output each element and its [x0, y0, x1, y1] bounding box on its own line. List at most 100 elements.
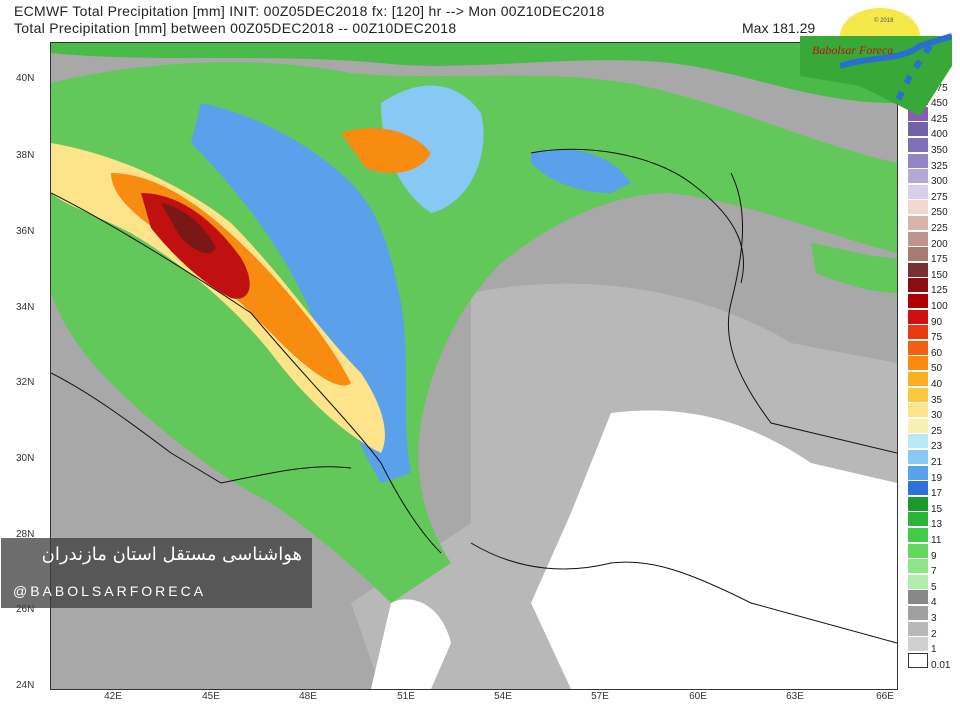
colorbar-swatch [908, 465, 928, 481]
colorbar-swatch [908, 481, 928, 497]
lon-label: 51E [397, 691, 415, 702]
colorbar-swatch [908, 247, 928, 263]
colorbar-label: 275 [931, 191, 948, 203]
colorbar-swatch [908, 574, 928, 590]
colorbar-swatch [908, 122, 928, 138]
lat-label: 24N [16, 680, 35, 691]
max-value-label: Max 181.29 [742, 20, 816, 36]
babolsar-forecast-logo: Babolsar Foreca © 2018 [800, 6, 953, 118]
colorbar-swatch [908, 262, 928, 278]
colorbar-swatch [908, 606, 928, 621]
colorbar-label: 9 [931, 550, 937, 562]
colorbar-swatch [908, 621, 928, 637]
colorbar-swatch [908, 294, 928, 309]
colorbar-label: 13 [931, 519, 943, 531]
colorbar-swatch [908, 169, 928, 185]
colorbar-label: 100 [931, 301, 948, 312]
colorbar-label: 90 [931, 316, 943, 328]
lat-label: 30N [16, 453, 35, 464]
lon-label: 60E [689, 691, 707, 702]
colorbar-label: 60 [931, 347, 943, 359]
colorbar-swatch [908, 200, 928, 216]
colorbar-swatch [908, 184, 928, 200]
colorbar-swatch [908, 528, 928, 543]
colorbar-label: 23 [931, 441, 943, 453]
lon-label: 66E [876, 691, 894, 702]
colorbar-swatch [908, 231, 928, 247]
colorbar-swatch [908, 652, 928, 668]
lon-label: 54E [494, 691, 512, 702]
colorbar-label: 150 [931, 269, 948, 281]
colorbar-swatch [908, 325, 928, 341]
lat-label: 28N [16, 529, 35, 540]
colorbar-label: 17 [931, 488, 943, 500]
colorbar-label: 4 [931, 597, 937, 609]
colorbar-label: 300 [931, 176, 948, 188]
colorbar-swatch [908, 450, 928, 465]
lon-label: 57E [591, 691, 609, 702]
colorbar-swatch [908, 543, 928, 559]
colorbar-swatch [908, 278, 928, 294]
colorbar-label: 3 [931, 613, 937, 624]
watermark-banner: هواشناسی مستقل استان مازندران @BABOLSARF… [1, 538, 312, 608]
colorbar-label: 5 [931, 581, 937, 593]
colorbar-label: 25 [931, 425, 943, 437]
colorbar-swatch [908, 216, 928, 231]
colorbar-label: 400 [931, 129, 948, 141]
watermark-handle: @BABOLSARFORECA [13, 583, 207, 599]
colorbar-swatch [908, 153, 928, 169]
colorbar-swatch [908, 387, 928, 403]
logo-copyright: © 2018 [874, 17, 894, 24]
lon-label: 45E [202, 691, 220, 702]
colorbar-swatch [908, 590, 928, 606]
colorbar-label: 2 [931, 628, 937, 640]
colorbar-label: 21 [931, 457, 943, 468]
colorbar-swatch [908, 372, 928, 387]
colorbar-label: 50 [931, 363, 943, 375]
colorbar-label: 475 [931, 82, 948, 94]
colorbar-label: 30 [931, 410, 943, 422]
lat-label: 38N [16, 150, 35, 161]
colorbar-label: 325 [931, 160, 948, 172]
colorbar-swatch [908, 434, 928, 450]
colorbar-label: 200 [931, 238, 948, 250]
colorbar-swatch [908, 637, 928, 653]
lat-label: 34N [16, 302, 35, 313]
map-subtitle: Total Precipitation [mm] between 00Z05DE… [14, 20, 457, 36]
lat-label: 32N [16, 377, 35, 388]
colorbar-label: 350 [931, 145, 948, 156]
colorbar-swatch [908, 340, 928, 356]
lon-label: 48E [299, 691, 317, 702]
colorbar-label: 175 [931, 254, 948, 266]
colorbar-label: 225 [931, 223, 948, 234]
lat-label: 40N [16, 73, 35, 84]
colorbar-label: 425 [931, 113, 948, 125]
colorbar-swatch [908, 138, 928, 153]
colorbar-label: 7 [931, 566, 937, 578]
logo-text: Babolsar Foreca [812, 43, 893, 57]
colorbar-label: 75 [931, 332, 943, 344]
lon-label: 63E [786, 691, 804, 702]
colorbar-swatch [908, 403, 928, 419]
colorbar-label: 1 [931, 644, 937, 656]
colorbar-label: 450 [931, 98, 948, 110]
lon-label: 42E [104, 691, 122, 702]
colorbar-label: 15 [931, 503, 943, 515]
colorbar-swatch [908, 496, 928, 512]
lat-label: 36N [16, 226, 35, 237]
colorbar-label: 35 [931, 394, 943, 406]
colorbar-swatch [908, 356, 928, 372]
colorbar-label: 125 [931, 285, 948, 297]
colorbar-label: 19 [931, 472, 943, 484]
colorbar-label: 11 [931, 535, 942, 546]
colorbar-label: 40 [931, 379, 943, 390]
colorbar-label: 0.01 [931, 659, 951, 671]
watermark-persian-text: هواشناسی مستقل استان مازندران [41, 544, 302, 565]
colorbar-swatch [908, 418, 928, 434]
colorbar-swatch [908, 559, 928, 575]
colorbar-swatch [908, 512, 928, 528]
map-title: ECMWF Total Precipitation [mm] INIT: 00Z… [14, 3, 605, 19]
lat-label: 26N [16, 604, 35, 615]
colorbar-swatch [908, 309, 928, 325]
colorbar-label: 250 [931, 207, 948, 219]
